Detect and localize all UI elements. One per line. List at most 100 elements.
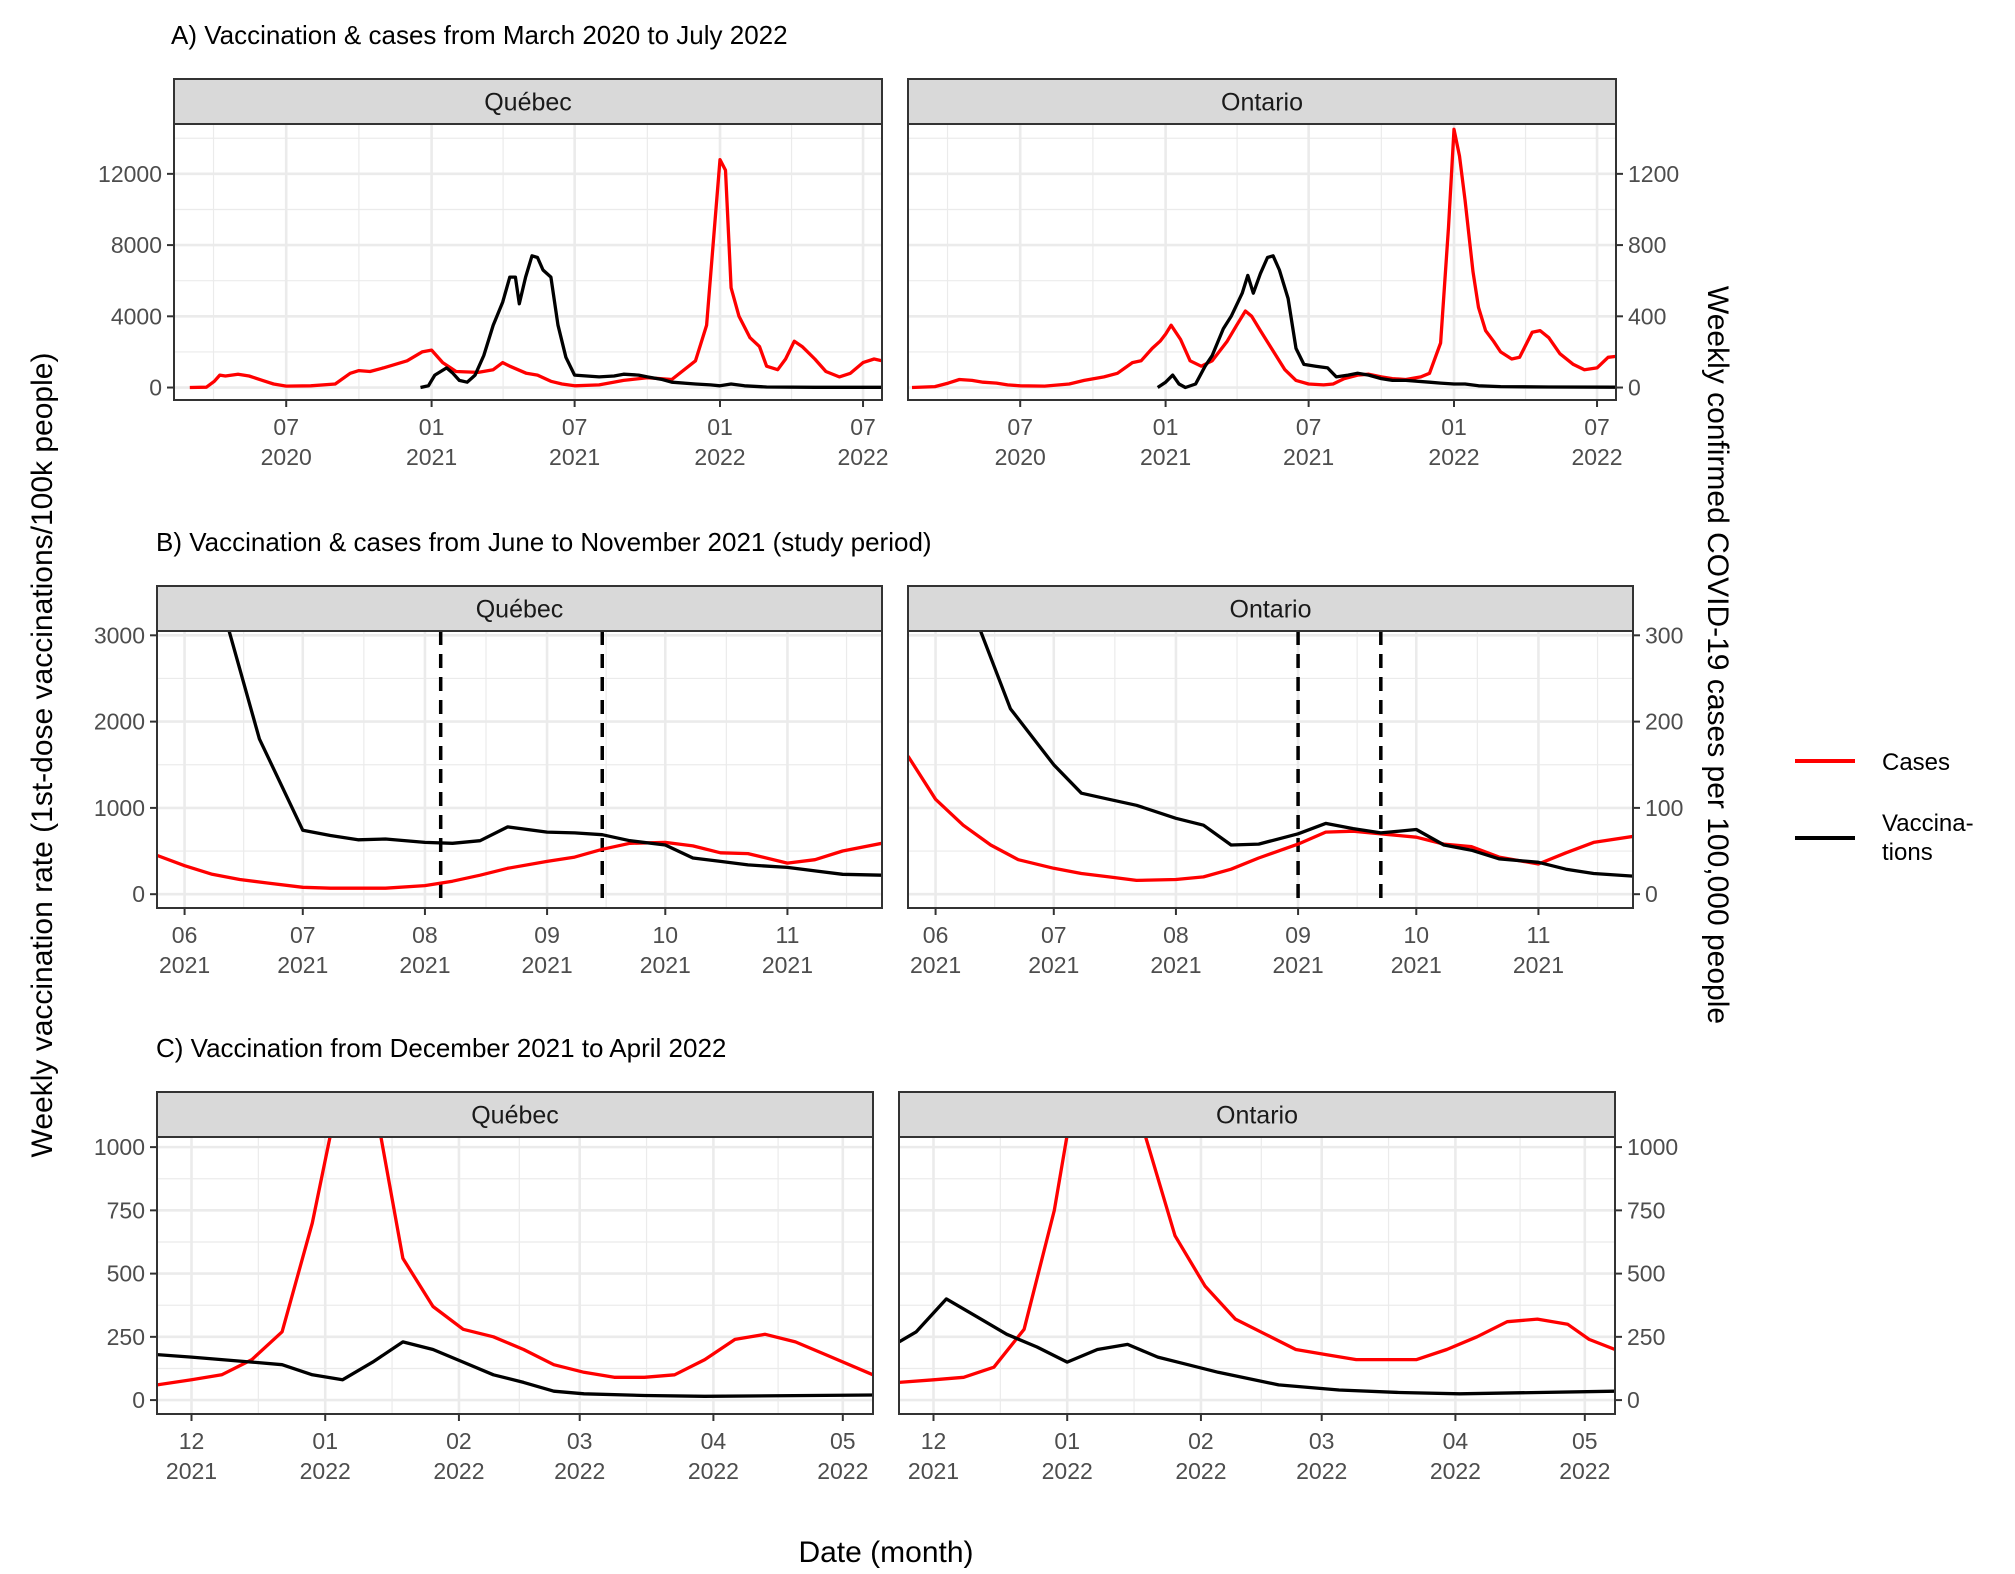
facet-b-québec: Québec 06 2021 07 2021 08 2021 09 2021 10 2021 11 20… xyxy=(94,585,883,978)
x-tick-label-year: 2021 xyxy=(521,952,572,978)
y-tick-label-left: 0 xyxy=(149,375,162,401)
panel-a-title: A) Vaccination & cases from March 2020 t… xyxy=(171,20,788,50)
facet-b-ontario: Ontario 06 2021 07 2021 08 2021 09 2021 10 2021 11 2… xyxy=(907,585,1683,978)
plot-border xyxy=(156,630,883,909)
facet-strip-label: Québec xyxy=(484,89,572,117)
facet-strip xyxy=(156,1091,874,1138)
x-tick-label-year: 2022 xyxy=(837,444,888,470)
x-tick-label-year: 2021 xyxy=(277,952,328,978)
y-tick-label-left: 3000 xyxy=(94,622,145,648)
x-tick-label-year: 2022 xyxy=(1042,1458,1093,1484)
y-axis-right-title: Weekly confirmed COVID-19 cases per 100,… xyxy=(1701,286,1734,1024)
x-tick-label-year: 2022 xyxy=(1559,1458,1610,1484)
cases-line xyxy=(911,127,1616,390)
y-tick-label-right: 750 xyxy=(1627,1197,1665,1223)
x-tick-label-year: 2021 xyxy=(1028,952,1079,978)
vaccinations-line xyxy=(899,1297,1615,1396)
x-tick-label-month: 10 xyxy=(1403,922,1429,948)
x-tick-label-year: 2022 xyxy=(433,1458,484,1484)
x-tick-label-year: 2021 xyxy=(399,952,450,978)
x-tick-label-year: 2021 xyxy=(159,952,210,978)
x-tick-label-month: 08 xyxy=(1163,922,1189,948)
x-tick-label-year: 2022 xyxy=(817,1458,868,1484)
facet-strip-label: Québec xyxy=(476,596,564,624)
x-tick-label-year: 2022 xyxy=(1571,444,1622,470)
legend-cases-label: Cases xyxy=(1882,749,1950,776)
y-tick-label-left: 4000 xyxy=(111,303,162,329)
panel-b-title: B) Vaccination & cases from June to Nove… xyxy=(156,527,932,557)
facet-strip-label: Ontario xyxy=(1216,1102,1298,1130)
plot-border xyxy=(907,123,1617,401)
x-tick-label-month: 11 xyxy=(775,922,799,948)
facet-strip-label: Ontario xyxy=(1221,89,1303,117)
x-tick-label-month: 03 xyxy=(1309,1428,1335,1454)
cases-line xyxy=(157,840,882,890)
x-tick-label-year: 2022 xyxy=(1430,1458,1481,1484)
y-tick-label-right: 400 xyxy=(1628,303,1666,329)
x-tick-label-year: 2021 xyxy=(1272,952,1323,978)
x-tick-label-month: 09 xyxy=(1285,922,1311,948)
x-tick-label-month: 11 xyxy=(1526,922,1550,948)
x-tick-label-month: 07 xyxy=(1584,414,1610,440)
plot-background xyxy=(157,631,882,908)
x-tick-label-month: 05 xyxy=(1572,1428,1598,1454)
plot-border xyxy=(898,1136,1616,1415)
x-axis-title: Date (month) xyxy=(798,1536,973,1569)
x-tick-label-year: 2021 xyxy=(166,1458,217,1484)
x-tick-label-month: 01 xyxy=(707,414,733,440)
y-tick-label-right: 1200 xyxy=(1628,161,1679,187)
cases-line xyxy=(157,1137,873,1387)
x-tick-label-year: 2022 xyxy=(300,1458,351,1484)
y-tick-label-left: 0 xyxy=(132,1387,145,1413)
vaccinations-line xyxy=(227,631,882,877)
x-tick-label-year: 2020 xyxy=(995,444,1046,470)
facet-strip-label: Québec xyxy=(471,1102,559,1130)
x-tick-label-month: 02 xyxy=(1188,1428,1214,1454)
y-tick-label-left: 0 xyxy=(132,881,145,907)
facet-strip xyxy=(898,1091,1616,1138)
x-tick-label-month: 07 xyxy=(290,922,316,948)
vaccinations-line xyxy=(420,254,882,390)
y-tick-label-right: 1000 xyxy=(1627,1134,1678,1160)
x-tick-label-month: 06 xyxy=(172,922,198,948)
y-tick-label-left: 250 xyxy=(107,1324,145,1350)
plot-border xyxy=(173,123,883,401)
facet-strip xyxy=(173,78,883,125)
x-tick-label-year: 2021 xyxy=(1150,952,1201,978)
facet-a-ontario: Ontario 07 2020 01 2021 07 2021 01 2022 07 2022 0 40… xyxy=(907,78,1679,470)
x-tick-label-year: 2021 xyxy=(640,952,691,978)
x-tick-label-month: 07 xyxy=(1007,414,1033,440)
y-tick-label-left: 12000 xyxy=(98,161,162,187)
x-tick-label-year: 2022 xyxy=(694,444,745,470)
y-tick-label-right: 100 xyxy=(1645,795,1683,821)
x-tick-label-year: 2021 xyxy=(1140,444,1191,470)
plot-background xyxy=(899,1137,1615,1414)
x-tick-label-year: 2021 xyxy=(910,952,961,978)
y-tick-label-left: 8000 xyxy=(111,232,162,258)
x-tick-label-month: 08 xyxy=(412,922,438,948)
y-tick-label-left: 2000 xyxy=(94,709,145,735)
x-tick-label-month: 10 xyxy=(652,922,678,948)
x-tick-label-year: 2022 xyxy=(1175,1458,1226,1484)
cases-line xyxy=(189,157,882,390)
y-tick-label-right: 200 xyxy=(1645,709,1683,735)
y-axis-left-title: Weekly vaccination rate (1st-dose vaccin… xyxy=(26,353,59,1158)
y-tick-label-right: 250 xyxy=(1627,1324,1665,1350)
x-tick-label-month: 04 xyxy=(1443,1428,1469,1454)
facet-strip xyxy=(907,585,1634,632)
legend: Cases Vaccina- tions xyxy=(1795,749,1974,866)
y-tick-label-right: 0 xyxy=(1627,1387,1640,1413)
x-tick-label-year: 2021 xyxy=(908,1458,959,1484)
x-tick-label-month: 09 xyxy=(534,922,560,948)
x-tick-label-month: 01 xyxy=(1054,1428,1080,1454)
y-tick-label-right: 0 xyxy=(1628,375,1641,401)
facet-c-québec: Québec 12 2021 01 2022 02 2022 03 2022 04 2022 05 20… xyxy=(94,1091,874,1484)
x-tick-label-month: 03 xyxy=(567,1428,593,1454)
vaccinations-line xyxy=(978,631,1633,878)
vaccinations-line xyxy=(1156,254,1616,390)
x-tick-label-month: 01 xyxy=(1153,414,1179,440)
vaccinations-line xyxy=(157,1340,873,1398)
chart-panels: Québec0720200120210720210120220720220400… xyxy=(94,78,1683,1484)
x-tick-label-month: 07 xyxy=(850,414,876,440)
cases-line xyxy=(899,1137,1615,1385)
